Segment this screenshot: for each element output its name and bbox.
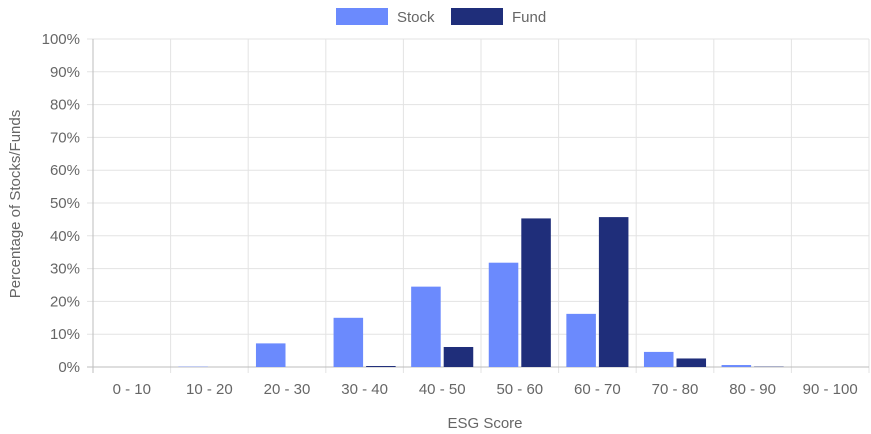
y-tick-label: 10% (50, 326, 80, 343)
x-tick-label: 40 - 50 (419, 381, 466, 398)
y-tick-label: 0% (58, 359, 80, 376)
x-axis-label: ESG Score (447, 415, 522, 432)
x-tick-label: 20 - 30 (264, 381, 311, 398)
x-tick-labels: 0 - 10 10 - 20 20 - 30 30 - 40 40 - 50 50 - 6… (113, 381, 858, 398)
bar-fund-3 (366, 366, 396, 367)
bar-stock-8 (721, 365, 752, 367)
grid-lines (87, 38, 870, 373)
bar-stock-4 (411, 286, 441, 367)
x-tick-label: 80 - 90 (729, 381, 776, 398)
legend: Stock Fund (336, 8, 546, 26)
bar-fund-7 (676, 358, 707, 367)
bar-fund-6 (598, 217, 629, 367)
x-tick-label: 30 - 40 (341, 381, 388, 398)
legend-label-stock: Stock (397, 9, 435, 26)
legend-swatch-fund (451, 8, 503, 25)
legend-swatch-stock (336, 8, 388, 25)
x-tick-label: 0 - 10 (113, 381, 151, 398)
bars (178, 217, 784, 367)
bar-stock-7 (643, 351, 674, 367)
x-tick-label: 70 - 80 (652, 381, 699, 398)
axes (87, 39, 869, 373)
x-tick-label: 50 - 60 (496, 381, 543, 398)
bar-stock-5 (488, 262, 519, 367)
bar-stock-6 (566, 313, 596, 367)
y-tick-label: 40% (50, 228, 80, 245)
legend-label-fund: Fund (512, 9, 546, 26)
y-tick-label: 100% (42, 31, 80, 48)
y-tick-label: 20% (50, 293, 80, 310)
y-tick-label: 80% (50, 97, 80, 114)
x-tick-label: 10 - 20 (186, 381, 233, 398)
y-tick-label: 90% (50, 64, 80, 81)
bar-fund-4 (443, 346, 474, 367)
bar-stock-3 (333, 317, 364, 367)
y-tick-label: 70% (50, 129, 80, 146)
bar-stock-2 (255, 343, 286, 367)
x-tick-label: 90 - 100 (803, 381, 858, 398)
x-tick-label: 60 - 70 (574, 381, 621, 398)
y-tick-label: 60% (50, 162, 80, 179)
y-tick-label: 50% (50, 195, 80, 212)
y-tick-label: 30% (50, 261, 80, 278)
bar-fund-5 (521, 218, 551, 367)
y-axis-label: Percentage of Stocks/Funds (7, 110, 24, 298)
y-tick-labels: 0% 10% 20% 30% 40% 50% 60% 70% 80% 90% 100% (42, 31, 80, 376)
